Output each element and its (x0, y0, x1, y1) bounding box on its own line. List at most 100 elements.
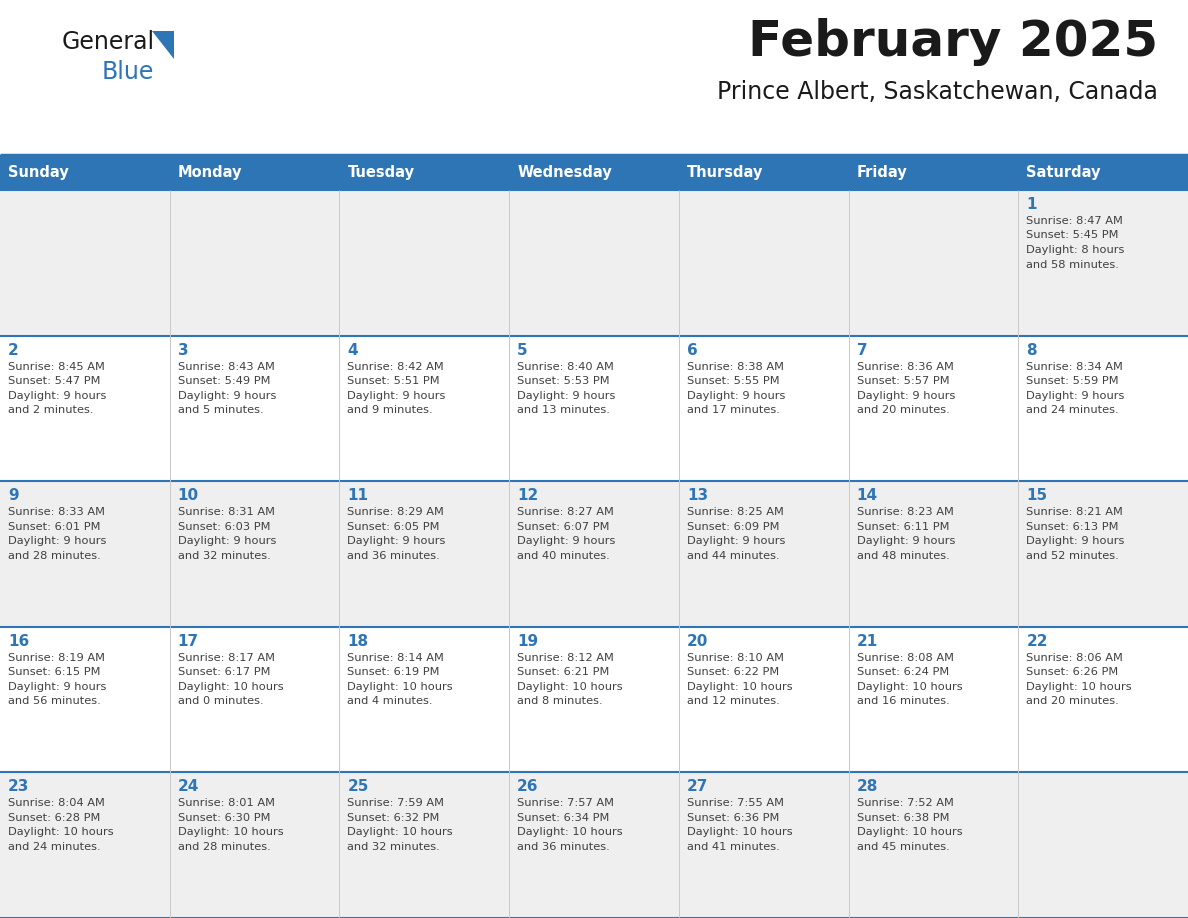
Bar (340, 481, 510, 627)
Text: Sunrise: 8:12 AM: Sunrise: 8:12 AM (517, 653, 614, 663)
Bar (1018, 772, 1188, 918)
Text: Daylight: 9 hours: Daylight: 9 hours (8, 682, 107, 692)
Text: Daylight: 9 hours: Daylight: 9 hours (1026, 536, 1125, 546)
Bar (170, 336, 340, 481)
Text: Sunrise: 8:01 AM: Sunrise: 8:01 AM (178, 799, 274, 809)
Text: Blue: Blue (102, 60, 154, 84)
Text: 1: 1 (1026, 197, 1037, 212)
Text: Friday: Friday (857, 165, 908, 180)
Text: Sunset: 6:09 PM: Sunset: 6:09 PM (687, 521, 779, 532)
Text: Wednesday: Wednesday (517, 165, 612, 180)
Text: Sunset: 6:22 PM: Sunset: 6:22 PM (687, 667, 779, 677)
Bar (1018, 481, 1188, 627)
Bar (340, 336, 510, 481)
Text: General: General (62, 30, 156, 54)
Text: Sunset: 5:49 PM: Sunset: 5:49 PM (178, 376, 270, 386)
Text: Daylight: 10 hours: Daylight: 10 hours (347, 827, 453, 837)
Text: Sunrise: 8:38 AM: Sunrise: 8:38 AM (687, 362, 784, 372)
Bar (170, 155, 340, 190)
Text: Sunrise: 8:14 AM: Sunrise: 8:14 AM (347, 653, 444, 663)
Bar (848, 772, 1018, 918)
Text: and 0 minutes.: and 0 minutes. (178, 696, 264, 706)
Text: Daylight: 9 hours: Daylight: 9 hours (857, 536, 955, 546)
Bar (848, 336, 1018, 481)
Text: 26: 26 (517, 779, 538, 794)
Text: Sunrise: 8:17 AM: Sunrise: 8:17 AM (178, 653, 274, 663)
Text: 25: 25 (347, 779, 368, 794)
Text: Sunset: 6:01 PM: Sunset: 6:01 PM (8, 521, 101, 532)
Text: Sunrise: 8:29 AM: Sunrise: 8:29 AM (347, 508, 444, 517)
Bar (510, 772, 678, 918)
Bar (678, 481, 848, 627)
Text: Sunset: 6:05 PM: Sunset: 6:05 PM (347, 521, 440, 532)
Text: Sunrise: 8:27 AM: Sunrise: 8:27 AM (517, 508, 614, 517)
Text: 9: 9 (8, 488, 19, 503)
Text: 8: 8 (1026, 342, 1037, 358)
Text: and 41 minutes.: and 41 minutes. (687, 842, 779, 852)
Text: and 36 minutes.: and 36 minutes. (347, 551, 441, 561)
Text: Sunset: 6:15 PM: Sunset: 6:15 PM (8, 667, 101, 677)
Text: 2: 2 (8, 342, 19, 358)
Text: Daylight: 9 hours: Daylight: 9 hours (517, 390, 615, 400)
Text: 3: 3 (178, 342, 189, 358)
Text: Daylight: 10 hours: Daylight: 10 hours (687, 827, 792, 837)
Text: and 12 minutes.: and 12 minutes. (687, 696, 779, 706)
Bar (510, 336, 678, 481)
Bar (678, 627, 848, 772)
Text: 14: 14 (857, 488, 878, 503)
Text: and 44 minutes.: and 44 minutes. (687, 551, 779, 561)
Text: 27: 27 (687, 779, 708, 794)
Text: 11: 11 (347, 488, 368, 503)
Text: Sunset: 5:57 PM: Sunset: 5:57 PM (857, 376, 949, 386)
Text: 16: 16 (8, 633, 30, 649)
Text: Sunrise: 7:55 AM: Sunrise: 7:55 AM (687, 799, 784, 809)
Text: Daylight: 9 hours: Daylight: 9 hours (8, 390, 107, 400)
Text: Daylight: 9 hours: Daylight: 9 hours (687, 390, 785, 400)
Text: Prince Albert, Saskatchewan, Canada: Prince Albert, Saskatchewan, Canada (718, 80, 1158, 104)
Bar (848, 155, 1018, 190)
Text: Sunrise: 8:25 AM: Sunrise: 8:25 AM (687, 508, 784, 517)
Text: Sunrise: 8:47 AM: Sunrise: 8:47 AM (1026, 216, 1123, 226)
Text: Sunset: 6:13 PM: Sunset: 6:13 PM (1026, 521, 1119, 532)
Text: Daylight: 10 hours: Daylight: 10 hours (857, 682, 962, 692)
Text: Sunset: 6:26 PM: Sunset: 6:26 PM (1026, 667, 1119, 677)
Text: Sunrise: 8:40 AM: Sunrise: 8:40 AM (517, 362, 614, 372)
Text: Sunset: 6:11 PM: Sunset: 6:11 PM (857, 521, 949, 532)
Text: and 24 minutes.: and 24 minutes. (1026, 405, 1119, 415)
Bar (848, 481, 1018, 627)
Bar (510, 481, 678, 627)
Text: Sunset: 6:17 PM: Sunset: 6:17 PM (178, 667, 270, 677)
Text: Sunset: 6:38 PM: Sunset: 6:38 PM (857, 813, 949, 823)
Text: and 9 minutes.: and 9 minutes. (347, 405, 434, 415)
Text: Sunrise: 8:21 AM: Sunrise: 8:21 AM (1026, 508, 1123, 517)
Text: and 28 minutes.: and 28 minutes. (8, 551, 101, 561)
Bar (340, 155, 510, 190)
Text: 7: 7 (857, 342, 867, 358)
Polygon shape (152, 31, 173, 59)
Text: and 32 minutes.: and 32 minutes. (347, 842, 441, 852)
Text: Sunrise: 8:31 AM: Sunrise: 8:31 AM (178, 508, 274, 517)
Text: Daylight: 9 hours: Daylight: 9 hours (687, 536, 785, 546)
Bar (510, 155, 678, 190)
Bar (0, 772, 170, 918)
Text: Daylight: 8 hours: Daylight: 8 hours (1026, 245, 1125, 255)
Text: Sunrise: 7:59 AM: Sunrise: 7:59 AM (347, 799, 444, 809)
Bar (678, 336, 848, 481)
Bar (848, 627, 1018, 772)
Text: Daylight: 9 hours: Daylight: 9 hours (178, 536, 276, 546)
Text: 18: 18 (347, 633, 368, 649)
Text: and 52 minutes.: and 52 minutes. (1026, 551, 1119, 561)
Text: Sunrise: 8:33 AM: Sunrise: 8:33 AM (8, 508, 105, 517)
Text: 21: 21 (857, 633, 878, 649)
Text: 23: 23 (8, 779, 30, 794)
Text: and 20 minutes.: and 20 minutes. (857, 405, 949, 415)
Text: Sunrise: 8:36 AM: Sunrise: 8:36 AM (857, 362, 954, 372)
Text: Sunrise: 8:34 AM: Sunrise: 8:34 AM (1026, 362, 1123, 372)
Text: Sunrise: 8:06 AM: Sunrise: 8:06 AM (1026, 653, 1123, 663)
Text: Sunset: 6:03 PM: Sunset: 6:03 PM (178, 521, 270, 532)
Bar (0, 190, 170, 336)
Text: Sunset: 5:51 PM: Sunset: 5:51 PM (347, 376, 440, 386)
Text: Sunrise: 8:19 AM: Sunrise: 8:19 AM (8, 653, 105, 663)
Text: Sunrise: 7:57 AM: Sunrise: 7:57 AM (517, 799, 614, 809)
Bar (0, 155, 170, 190)
